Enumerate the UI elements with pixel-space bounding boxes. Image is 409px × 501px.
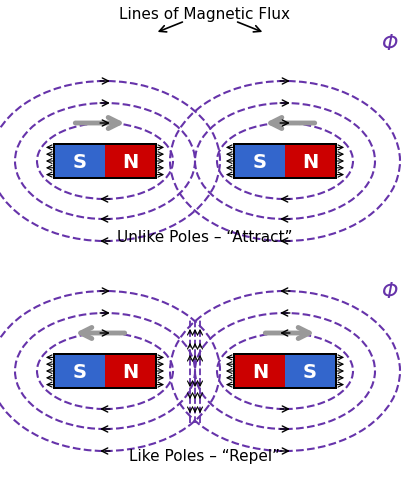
- Bar: [232, 353, 336, 389]
- Text: N: N: [121, 152, 138, 171]
- Text: S: S: [302, 362, 316, 381]
- Bar: [53, 144, 157, 180]
- Bar: [234, 146, 284, 178]
- Text: Φ: Φ: [381, 282, 397, 302]
- Bar: [55, 146, 105, 178]
- Bar: [105, 146, 155, 178]
- Bar: [53, 353, 157, 389]
- Text: N: N: [121, 362, 138, 381]
- Text: S: S: [73, 362, 87, 381]
- Text: Unlike Poles – “Attract”: Unlike Poles – “Attract”: [117, 229, 292, 244]
- Bar: [284, 355, 334, 387]
- Text: Like Poles – “Repel”: Like Poles – “Repel”: [129, 448, 280, 463]
- Bar: [232, 144, 336, 180]
- Bar: [234, 355, 284, 387]
- Text: S: S: [73, 152, 87, 171]
- Bar: [105, 355, 155, 387]
- Text: N: N: [251, 362, 267, 381]
- Text: Lines of Magnetic Flux: Lines of Magnetic Flux: [119, 7, 290, 22]
- Text: S: S: [252, 152, 266, 171]
- Bar: [284, 146, 334, 178]
- Text: Φ: Φ: [381, 34, 397, 54]
- Bar: [55, 355, 105, 387]
- Text: N: N: [301, 152, 317, 171]
